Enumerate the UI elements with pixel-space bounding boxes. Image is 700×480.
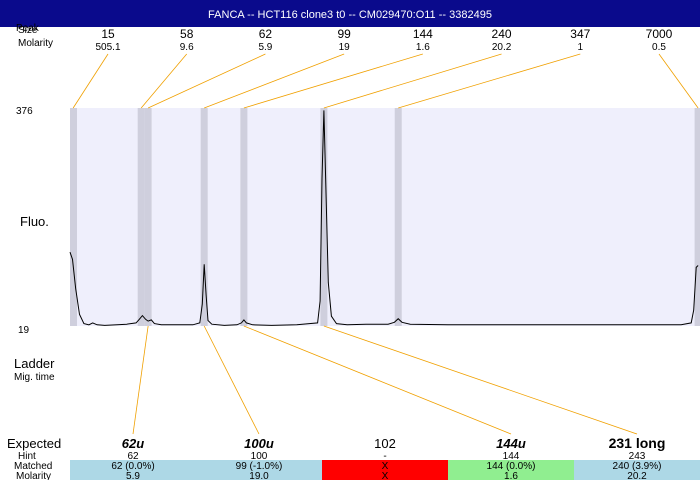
ladder-peak-size: 240 <box>492 27 512 41</box>
chart-title: FANCA -- HCT116 clone3 t0 -- CM029470:O1… <box>208 9 492 21</box>
ladder-peak-molarity: 9.6 <box>180 42 194 53</box>
ladder-marker-band <box>137 108 145 326</box>
ladder-connector-line <box>323 53 502 109</box>
y-tick-bottom: 19 <box>18 325 30 336</box>
molarity-bottom-row-label: Molarity <box>16 471 51 480</box>
ladder-peak-size: 62 <box>259 27 273 41</box>
ladder-peak-size: 99 <box>337 27 351 41</box>
fluorescence-trace <box>69 110 699 326</box>
match-cell <box>574 460 700 480</box>
matched-value: 99 (-1.0%) <box>236 461 283 472</box>
hint-value: 100 <box>251 451 268 462</box>
ladder-marker-band <box>240 108 248 326</box>
match-cell <box>70 460 196 480</box>
ladder-connector-line <box>204 53 345 109</box>
y-axis-label: Fluo. <box>20 214 49 229</box>
ladder-marker-band <box>320 108 328 326</box>
expected-value: 102 <box>374 436 396 451</box>
match-cell <box>196 460 322 480</box>
match-cell <box>448 460 574 480</box>
ladder-connector-line <box>658 53 699 109</box>
ladder-row-label: Ladder <box>14 356 55 371</box>
plot-area: 15505.1589.6625.999191441.624020.2347170… <box>69 27 700 480</box>
ladder-peak-molarity: 5.9 <box>258 42 272 53</box>
ladder-peak-molarity: 0.5 <box>652 42 666 53</box>
ladder-peak-molarity: 1 <box>578 42 584 53</box>
size-row-label: Size <box>18 25 38 36</box>
ladder-connector-line <box>140 53 188 109</box>
hint-value: 243 <box>629 451 646 462</box>
ladder-marker-band <box>200 108 208 326</box>
match-connector-line <box>323 325 638 435</box>
matched-value: 240 (3.9%) <box>613 461 662 472</box>
ladder-peak-size: 15 <box>101 27 115 41</box>
ladder-connector-line <box>147 53 266 109</box>
expected-row-label: Expected <box>7 436 61 451</box>
molarity-row-label: Molarity <box>18 38 53 49</box>
ladder-marker-band <box>394 108 402 326</box>
match-connector-line <box>132 325 149 435</box>
ladder-peak-molarity: 20.2 <box>492 42 512 53</box>
matched-molarity-value: 5.9 <box>126 471 140 480</box>
ladder-peak-molarity: 19 <box>339 42 351 53</box>
matched-row-label: Matched <box>14 461 52 472</box>
hint-value: - <box>383 451 386 462</box>
ladder-connector-line <box>243 53 423 109</box>
matched-molarity-value: X <box>382 471 389 480</box>
expected-value: 231 long <box>609 435 666 451</box>
match-connector-line <box>203 325 260 435</box>
ladder-peak-size: 7000 <box>646 27 673 41</box>
mig-time-row-label: Mig. time <box>14 372 55 383</box>
hint-value: 62 <box>127 451 139 462</box>
matched-value: 62 (0.0%) <box>111 461 154 472</box>
hint-row-label: Hint <box>18 451 36 462</box>
plot-background <box>70 108 700 326</box>
ladder-connector-line <box>72 53 109 109</box>
header-bar <box>0 0 700 27</box>
ladder-peak-size: 144 <box>413 27 433 41</box>
expected-value: 100u <box>244 436 274 451</box>
expected-value: 62u <box>122 436 144 451</box>
ladder-connector-line <box>398 53 581 109</box>
ladder-marker-band <box>144 108 152 326</box>
matched-value: X <box>382 461 389 472</box>
matched-value: 144 (0.0%) <box>487 461 536 472</box>
matched-molarity-value: 19.0 <box>249 471 269 480</box>
match-connector-line <box>243 325 512 435</box>
peak-top-label: Peak <box>16 23 40 34</box>
ladder-marker-band <box>70 108 77 326</box>
ladder-peak-size: 58 <box>180 27 194 41</box>
ladder-peak-molarity: 505.1 <box>95 42 120 53</box>
ladder-peak-size: 347 <box>570 27 590 41</box>
match-cell <box>322 460 448 480</box>
hint-value: 144 <box>503 451 520 462</box>
ladder-peak-molarity: 1.6 <box>416 42 430 53</box>
matched-molarity-value: 20.2 <box>627 471 647 480</box>
ladder-marker-band <box>694 108 700 326</box>
expected-value: 144u <box>496 436 526 451</box>
y-tick-top: 376 <box>16 106 33 117</box>
matched-molarity-value: 1.6 <box>504 471 518 480</box>
